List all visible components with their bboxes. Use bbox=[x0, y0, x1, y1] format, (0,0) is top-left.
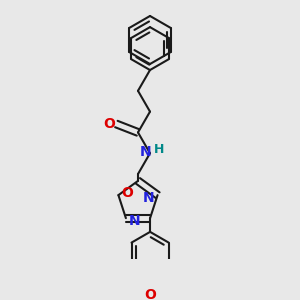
Text: N: N bbox=[143, 191, 155, 205]
Text: H: H bbox=[153, 143, 164, 156]
Text: O: O bbox=[103, 117, 116, 131]
Text: N: N bbox=[129, 214, 140, 228]
Text: O: O bbox=[144, 288, 156, 300]
Text: O: O bbox=[121, 186, 133, 200]
Text: N: N bbox=[140, 145, 152, 158]
